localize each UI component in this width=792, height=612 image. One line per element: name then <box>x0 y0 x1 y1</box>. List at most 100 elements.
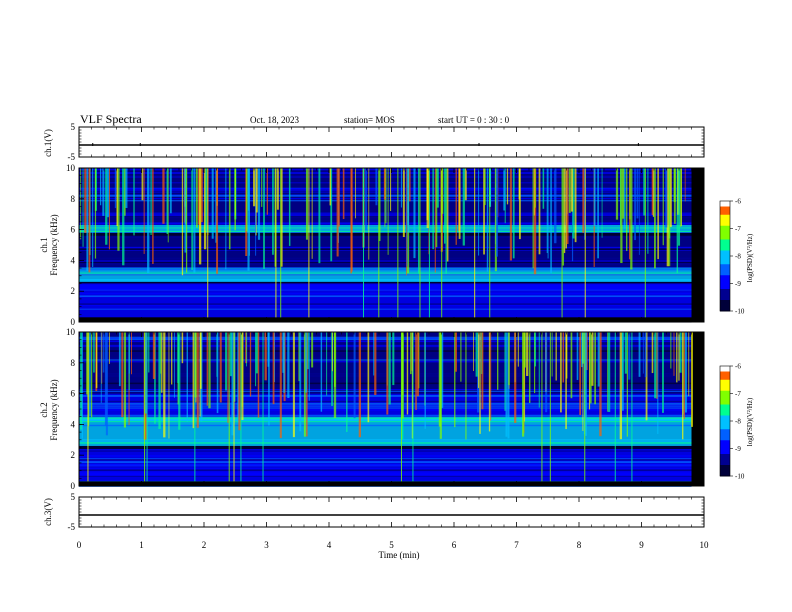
colorbar-swatch <box>720 390 730 394</box>
burst <box>147 168 150 274</box>
burst <box>274 168 277 267</box>
burst <box>374 332 377 396</box>
burst <box>645 332 648 421</box>
burst <box>365 168 367 231</box>
burst <box>298 332 300 382</box>
burst <box>597 332 600 387</box>
burst <box>386 332 389 415</box>
frequency-line <box>79 257 692 260</box>
burst <box>473 332 474 372</box>
frequency-line <box>79 468 692 471</box>
colorbar-swatch <box>720 217 730 221</box>
colorbar-swatch <box>720 418 730 422</box>
burst <box>351 168 353 272</box>
burst <box>594 332 596 405</box>
burst <box>199 332 202 389</box>
burst <box>426 168 429 229</box>
frequency-line <box>79 441 692 443</box>
frequency-line <box>79 469 692 472</box>
burst <box>507 332 510 439</box>
sferic-line <box>441 168 443 322</box>
burst <box>517 332 519 367</box>
burst <box>620 168 623 264</box>
burst <box>353 332 356 419</box>
burst <box>152 168 154 264</box>
burst <box>446 168 449 262</box>
burst <box>670 332 672 369</box>
burst <box>601 168 603 238</box>
burst <box>318 168 321 264</box>
colorbar-swatch <box>720 302 730 306</box>
burst <box>634 168 637 241</box>
burst <box>90 332 93 418</box>
frequency-line <box>79 418 692 420</box>
burst <box>272 332 275 405</box>
burst <box>264 332 267 381</box>
colorbar-swatch <box>720 245 730 249</box>
burst <box>194 332 197 398</box>
x-tick-label: 2 <box>202 540 207 550</box>
burst <box>392 332 395 386</box>
frequency-line <box>79 268 692 271</box>
x-tick-label: 0 <box>77 540 82 550</box>
colorbar-swatch <box>720 451 730 455</box>
burst <box>406 332 409 415</box>
colorbar-swatch <box>720 396 730 400</box>
colorbar-swatch <box>720 407 730 411</box>
colorbar-swatch <box>720 462 730 466</box>
burst <box>329 168 332 206</box>
frequency-line <box>79 286 692 288</box>
frequency-line <box>79 350 692 352</box>
burst <box>373 332 375 376</box>
burst <box>358 332 362 438</box>
colorbar-swatch <box>720 278 730 282</box>
burst <box>219 332 222 403</box>
burst <box>490 332 492 421</box>
colorbar-swatch <box>720 228 730 232</box>
frequency-line <box>79 405 692 407</box>
colorbar-swatch <box>720 393 730 397</box>
burst <box>227 332 229 423</box>
burst <box>108 332 110 364</box>
colorbar-swatch <box>720 445 730 449</box>
burst <box>400 168 402 208</box>
burst <box>489 168 492 207</box>
frequency-line <box>79 407 692 409</box>
ch1-spectrogram-ylabel-channel: ch.1 <box>39 237 49 252</box>
burst <box>193 168 196 273</box>
sferic-line <box>561 168 563 322</box>
frequency-line <box>79 402 692 405</box>
burst <box>141 168 144 201</box>
burst <box>629 168 631 220</box>
burst <box>684 332 687 413</box>
burst <box>92 168 94 267</box>
burst <box>102 332 105 373</box>
spectrogram-image <box>79 332 704 487</box>
frequency-line <box>79 264 692 266</box>
burst <box>654 332 657 399</box>
sferic-line <box>280 168 282 322</box>
y-tick-label: 2 <box>71 450 76 460</box>
colorbar-swatch <box>720 201 730 205</box>
frequency-line <box>79 473 692 476</box>
burst <box>566 168 569 245</box>
burst <box>331 332 333 372</box>
burst <box>534 332 537 367</box>
sferic-line <box>614 332 616 486</box>
sferic-line <box>474 168 476 322</box>
burst <box>484 168 486 206</box>
burst <box>410 332 412 375</box>
burst <box>121 332 124 418</box>
frequency-line <box>79 390 692 392</box>
burst <box>676 332 678 383</box>
burst <box>538 332 540 408</box>
burst <box>496 168 498 257</box>
burst <box>441 332 444 408</box>
frequency-line <box>79 344 692 346</box>
frequency-line <box>79 359 692 361</box>
burst <box>550 168 552 274</box>
frequency-line <box>79 421 692 423</box>
burst <box>387 168 389 255</box>
burst <box>440 168 442 233</box>
burst <box>246 332 247 367</box>
